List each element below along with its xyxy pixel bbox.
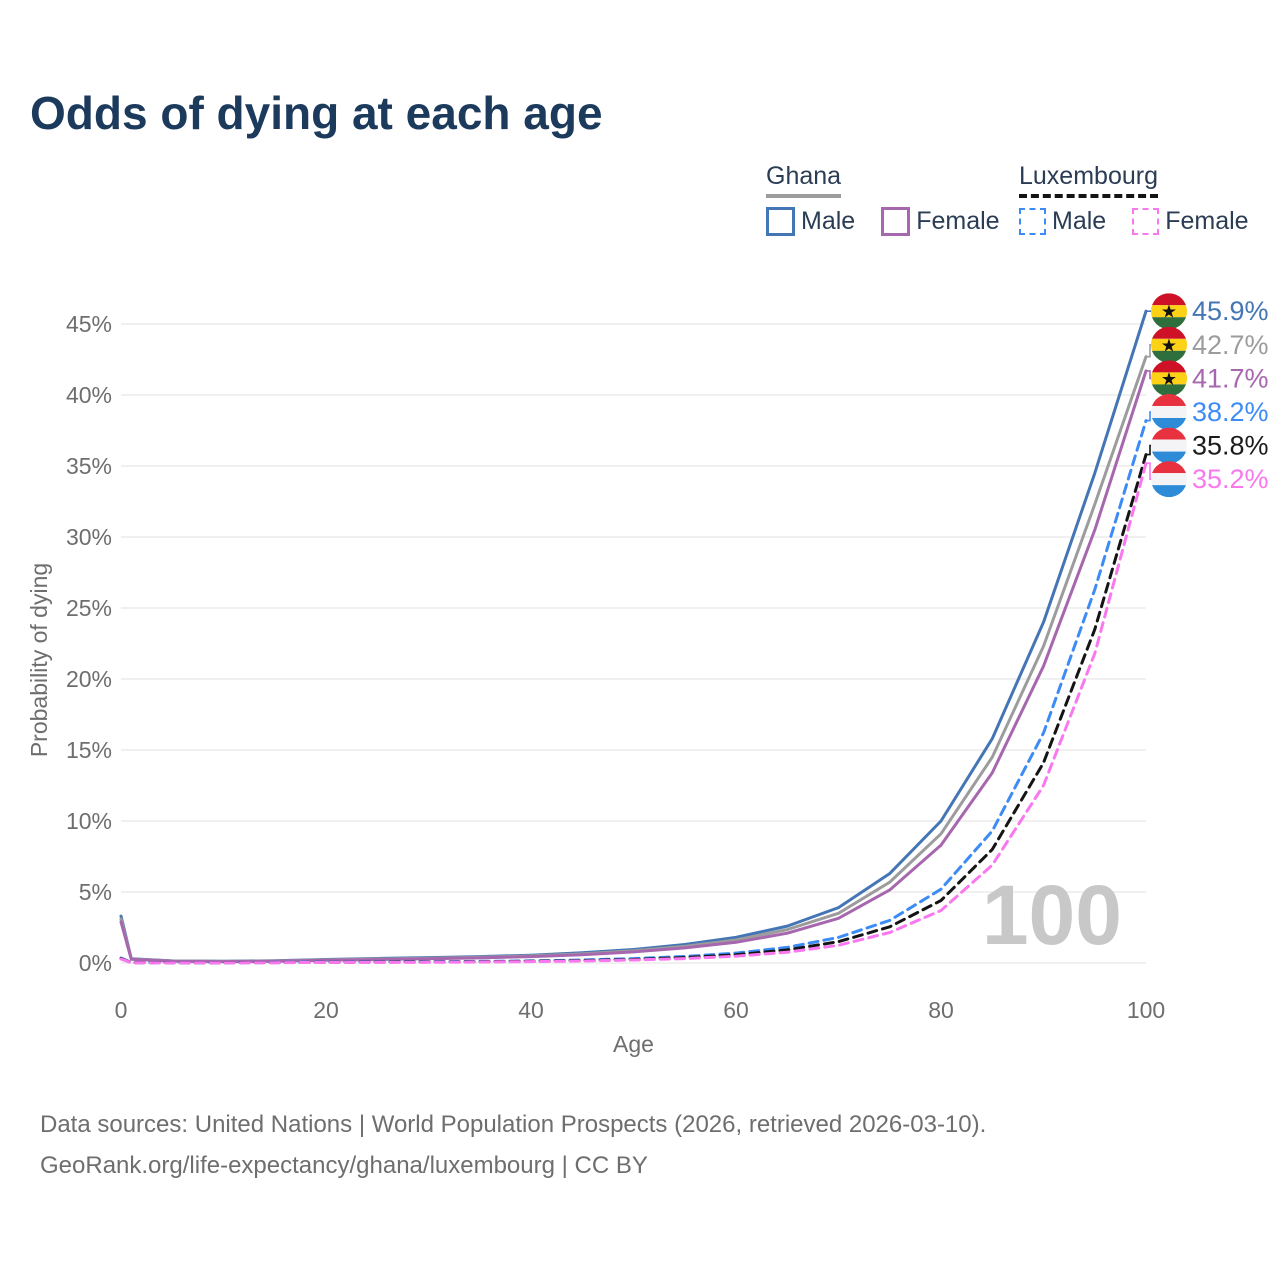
y-tick-label: 45% <box>66 311 112 337</box>
flag-luxembourg-icon <box>1151 427 1187 464</box>
footer-data-sources: Data sources: United Nations | World Pop… <box>40 1111 987 1138</box>
end-value-label-luxembourg-male: 38.2% <box>1192 397 1269 427</box>
y-tick-label: 5% <box>79 879 112 905</box>
legend-group-ghana: Ghana Male Female <box>766 162 1000 236</box>
y-tick-label: 40% <box>66 382 112 408</box>
chart-legend: Ghana Male Female Luxembourg Male Female <box>0 0 1280 250</box>
legend-title-luxembourg: Luxembourg <box>1019 162 1158 198</box>
footer-attribution: GeoRank.org/life-expectancy/ghana/luxemb… <box>40 1152 648 1179</box>
flag-ghana-icon: ★ <box>1151 293 1187 330</box>
page-title: Odds of dying at each age <box>30 87 603 139</box>
x-tick-label: 0 <box>115 997 128 1023</box>
legend-title-ghana: Ghana <box>766 162 842 198</box>
footer: Data sources: United Nations | World Pop… <box>40 1104 986 1186</box>
series-line-ghana-male[interactable] <box>119 309 1148 963</box>
flag-luxembourg-icon <box>1151 393 1187 430</box>
flag-ghana-icon: ★ <box>1151 360 1187 397</box>
end-value-label-ghana-all: 42.7% <box>1192 330 1269 360</box>
x-tick-label: 80 <box>928 997 954 1023</box>
y-tick-label: 35% <box>66 453 112 479</box>
label-connector <box>1146 344 1151 358</box>
label-connector <box>1146 462 1151 480</box>
watermark-age-label: 100 <box>982 868 1122 962</box>
y-tick-label: 10% <box>66 808 112 834</box>
black-star-icon: ★ <box>1161 302 1177 322</box>
y-tick-label: 20% <box>66 666 112 692</box>
black-star-icon: ★ <box>1161 369 1177 389</box>
x-tick-label: 20 <box>313 997 339 1023</box>
luxembourg-female-swatch-icon <box>1132 208 1160 235</box>
y-tick-label: 25% <box>66 595 112 621</box>
label-connector <box>1146 411 1151 422</box>
series-line-luxembourg-female[interactable] <box>119 461 1148 965</box>
x-axis-title: Age <box>613 1031 654 1057</box>
y-tick-label: 0% <box>79 950 112 976</box>
ghana-female-swatch-icon <box>881 207 911 236</box>
x-tick-label: 40 <box>518 997 544 1023</box>
end-value-label-luxembourg-all: 35.8% <box>1192 431 1269 461</box>
end-value-label-ghana-female: 41.7% <box>1192 363 1269 393</box>
y-axis-title: Probability of dying <box>26 563 52 757</box>
y-tick-label: 15% <box>66 737 112 763</box>
legend-item-ghana-male[interactable]: Male <box>766 207 855 236</box>
end-value-label-ghana-male: 45.9% <box>1192 296 1269 326</box>
legend-item-luxembourg-male[interactable]: Male <box>1019 207 1106 236</box>
y-tick-label: 30% <box>66 524 112 550</box>
legend-item-luxembourg-female[interactable]: Female <box>1132 207 1249 236</box>
legend-label: Male <box>1052 207 1107 235</box>
x-tick-label: 100 <box>1127 997 1165 1023</box>
end-value-label-luxembourg-female: 35.2% <box>1192 464 1269 494</box>
legend-label: Female <box>1165 207 1249 235</box>
x-tick-label: 60 <box>723 997 749 1023</box>
legend-item-ghana-female[interactable]: Female <box>881 207 1000 236</box>
black-star-icon: ★ <box>1161 335 1177 355</box>
flag-luxembourg-icon <box>1151 461 1187 498</box>
legend-label: Male <box>801 207 856 235</box>
legend-group-luxembourg: Luxembourg Male Female <box>1019 162 1249 236</box>
label-connector <box>1146 444 1151 456</box>
ghana-male-swatch-icon <box>766 207 795 236</box>
flag-ghana-icon: ★ <box>1151 326 1187 363</box>
label-connector <box>1146 370 1151 380</box>
legend-label: Female <box>916 207 1000 235</box>
luxembourg-male-swatch-icon <box>1019 208 1046 235</box>
